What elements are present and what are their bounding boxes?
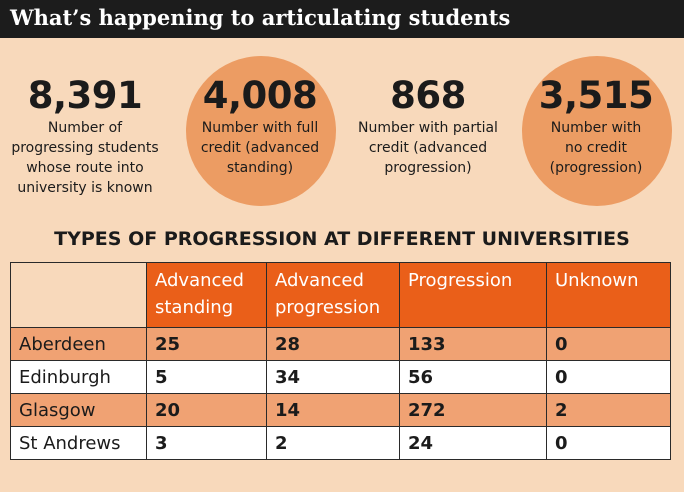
table-cell: 25 [146,327,267,361]
table-cell: 20 [146,393,267,427]
stat-no-credit: 3,515 Number with no credit (progression… [516,56,676,210]
stat-number: 868 [390,74,466,117]
column-header-unknown: Unknown [546,262,671,328]
table-cell: 0 [546,426,671,460]
row-label: St Andrews [10,426,147,460]
table-cell: 272 [399,393,547,427]
table-row: Glasgow 20 14 272 2 [10,393,671,427]
stat-number: 8,391 [27,74,143,117]
table-heading: TYPES OF PROGRESSION AT DIFFERENT UNIVER… [54,228,630,250]
stat-description: Number with full credit (advanced standi… [200,120,320,176]
highlight-circle [522,56,672,206]
table-cell: 133 [399,327,547,361]
stat-description: Number with partial credit (advanced pro… [358,120,498,176]
row-label: Edinburgh [10,360,147,394]
column-header-progression: Progression [399,262,547,328]
row-label: Glasgow [10,393,147,427]
page-title: What’s happening to articulating student… [10,5,511,30]
table-row: Aberdeen 25 28 133 0 [10,327,671,361]
progression-table: Advanced standing Advanced progression Pro… [10,262,671,460]
stat-progressing-students: 8,391 Number of progressing students who… [5,60,165,210]
table-header-row: Advanced standing Advanced progression Pro… [10,262,671,328]
stat-number: 4,008 [202,74,318,117]
table-cell: 0 [546,360,671,394]
table-cell: 2 [546,393,671,427]
table-cell: 24 [399,426,547,460]
table-cell: 28 [266,327,400,361]
table-row: St Andrews 3 2 24 0 [10,426,671,460]
table-cell: 3 [146,426,267,460]
stat-description: Number with no credit (progression) [549,120,643,176]
table-cell: 2 [266,426,400,460]
row-label: Aberdeen [10,327,147,361]
table-cell: 5 [146,360,267,394]
column-header-advanced-progression: Advanced progression [266,262,400,328]
table-corner-cell [10,262,147,328]
stat-full-credit: 4,008 Number with full credit (advanced … [180,56,340,210]
title-bar: What’s happening to articulating student… [0,0,684,38]
table-cell: 34 [266,360,400,394]
column-header-advanced-standing: Advanced standing [146,262,267,328]
highlight-circle [186,56,336,206]
stat-description: Number of progressing students whose rou… [11,120,159,196]
table-cell: 0 [546,327,671,361]
stat-partial-credit: 868 Number with partial credit (advanced… [348,60,508,210]
table-cell: 56 [399,360,547,394]
table-cell: 14 [266,393,400,427]
table-row: Edinburgh 5 34 56 0 [10,360,671,394]
stat-number: 3,515 [538,74,654,117]
